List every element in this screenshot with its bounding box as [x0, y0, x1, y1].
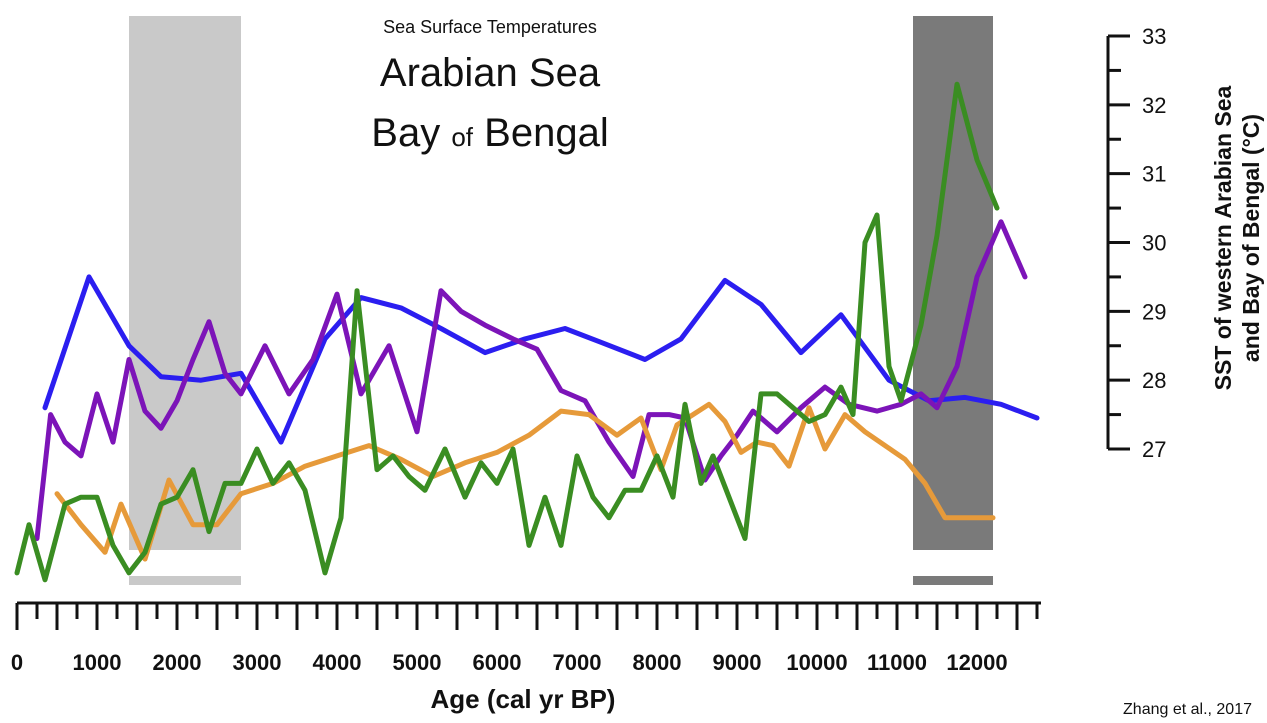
- x-tick-label: 11000: [867, 650, 927, 675]
- x-tick-label: 10000: [786, 650, 847, 675]
- chart-subtitle: Sea Surface Temperatures: [383, 17, 597, 37]
- x-tick-label: 0: [11, 650, 23, 675]
- interval-marker-2: [913, 576, 993, 585]
- x-tick-label: 5000: [393, 650, 442, 675]
- y-tick-label: 30: [1142, 231, 1166, 256]
- x-tick-label: 2000: [153, 650, 202, 675]
- y-tick-label: 28: [1142, 368, 1166, 393]
- y-tick-label: 31: [1142, 162, 1166, 187]
- chart-title: Arabian Sea: [380, 51, 601, 95]
- x-tick-label: 12000: [946, 650, 1007, 675]
- shaded-interval-1: [129, 16, 241, 550]
- x-axis: 0 1000 2000 3000 4000 5000 6000 7000 8000 9000 100…: [11, 601, 1041, 675]
- title-word-of: of: [451, 122, 473, 152]
- y-tick-label: 27: [1142, 437, 1166, 462]
- x-axis-label: Age (cal yr BP): [431, 684, 616, 714]
- series-line-4: [14, 81, 1000, 583]
- x-tick-label: 7000: [553, 650, 602, 675]
- x-tick-label: 8000: [633, 650, 682, 675]
- interval-marker-1: [129, 576, 241, 585]
- title-word-bengal: Bengal: [484, 111, 609, 155]
- y-axis-label-line1: SST of western Arabian Sea: [1210, 85, 1236, 390]
- chart-title-line2: Bay of Bengal: [371, 111, 608, 155]
- credit-text: Zhang et al., 2017: [1123, 701, 1252, 718]
- y-tick-label: 33: [1142, 24, 1166, 49]
- y-axis-label-line2: and Bay of Bengal (°C): [1238, 114, 1264, 362]
- y-tick-label: 29: [1142, 299, 1166, 324]
- y-axis: 27 28 29 30 31 32 33: [1106, 24, 1166, 462]
- x-tick-label: 6000: [473, 650, 522, 675]
- series-lines: [14, 81, 1040, 583]
- title-word-bay: Bay: [371, 111, 440, 155]
- y-tick-label: 32: [1142, 93, 1166, 118]
- x-tick-label: 1000: [73, 650, 122, 675]
- series-line-1: [42, 274, 1040, 445]
- x-tick-label: 9000: [713, 650, 762, 675]
- x-tick-label: 3000: [233, 650, 282, 675]
- x-tick-label: 4000: [313, 650, 362, 675]
